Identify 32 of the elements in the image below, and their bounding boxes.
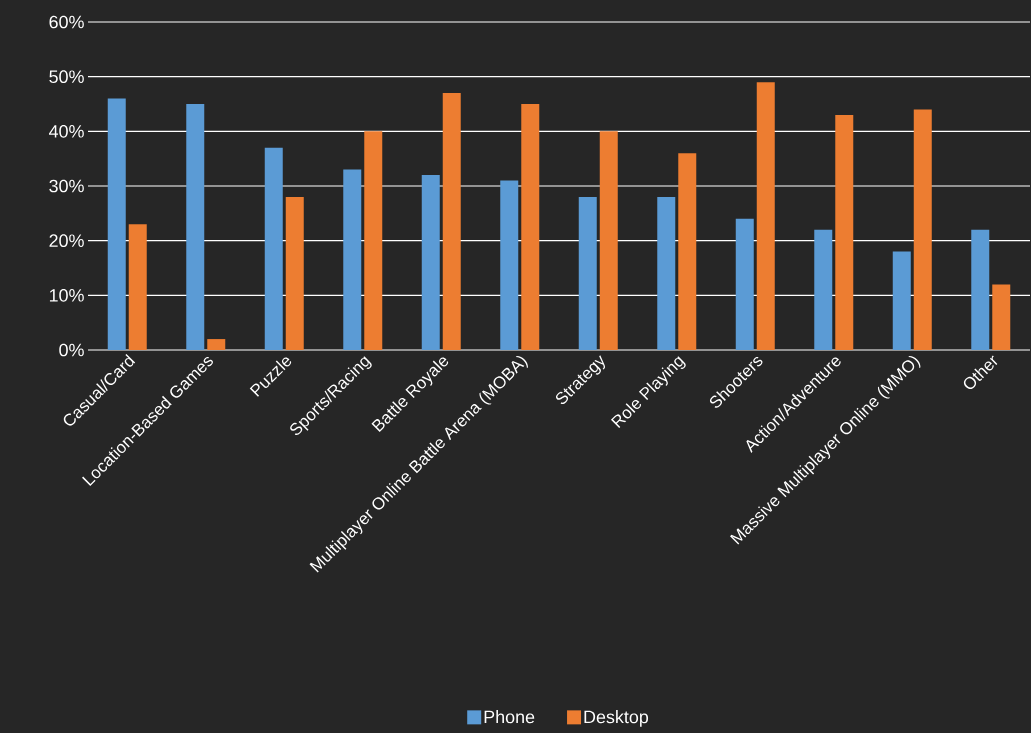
bar xyxy=(992,284,1011,350)
bar xyxy=(657,196,676,350)
bar xyxy=(735,218,754,350)
bar xyxy=(285,196,304,350)
y-tick-label: 60% xyxy=(49,15,84,29)
bar xyxy=(421,175,440,350)
bar xyxy=(678,153,697,350)
y-tick-label: 40% xyxy=(49,124,84,138)
bar xyxy=(128,224,147,350)
bar xyxy=(521,104,540,350)
bar xyxy=(107,98,126,350)
y-tick-label: 50% xyxy=(49,70,84,84)
bar xyxy=(971,229,990,350)
bar xyxy=(343,169,362,350)
y-tick-label: 10% xyxy=(49,288,84,302)
bar xyxy=(892,251,911,350)
y-tick-label: 20% xyxy=(49,234,84,248)
bar xyxy=(364,131,383,350)
bar xyxy=(207,339,226,350)
bar xyxy=(913,109,932,350)
y-tick-label: 30% xyxy=(49,179,84,193)
bar xyxy=(442,93,461,350)
legend-label: Desktop xyxy=(584,710,649,727)
bar xyxy=(578,196,597,350)
bar xyxy=(264,147,283,350)
bar xyxy=(835,114,854,350)
bar xyxy=(814,229,833,350)
bar xyxy=(186,104,205,350)
bar xyxy=(756,82,775,350)
legend-label: Phone xyxy=(484,710,535,724)
bar xyxy=(500,180,519,350)
bar xyxy=(599,131,618,350)
